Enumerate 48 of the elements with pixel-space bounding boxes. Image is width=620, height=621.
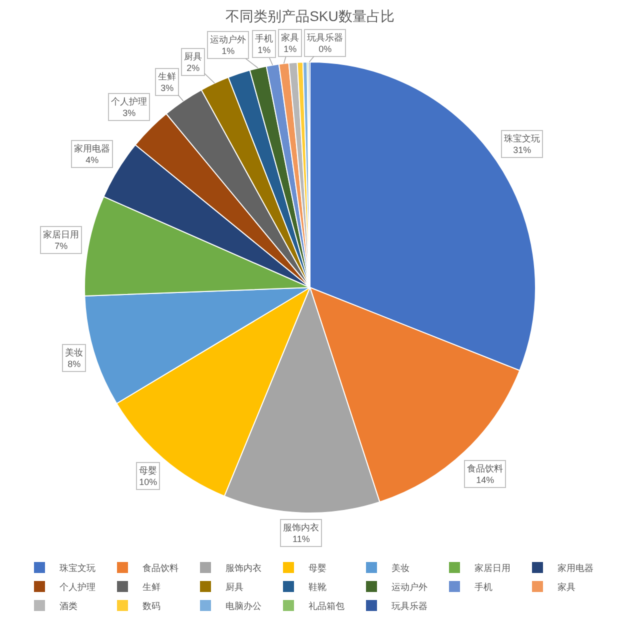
slice-label: 食品饮料 — [467, 463, 504, 474]
legend-label: 服饰内衣 — [226, 563, 262, 574]
legend-label: 家用电器 — [558, 563, 594, 574]
legend-label: 手机 — [474, 582, 492, 592]
slice-label: 家居日用 — [43, 229, 80, 240]
legend-label: 家居日用 — [474, 563, 510, 574]
legend-label: 电脑办公 — [226, 601, 262, 612]
legend-label: 个人护理 — [60, 582, 96, 592]
slice-label: 服饰内衣 — [283, 522, 320, 532]
data-label: 1% — [258, 45, 271, 56]
legend-label: 运动户外 — [392, 582, 428, 592]
data-label: 0% — [318, 44, 332, 54]
slice-label: 玩具乐器 — [307, 32, 344, 42]
data-label: 3% — [160, 83, 174, 94]
slice-label: 家具 — [281, 32, 300, 42]
data-label: 31% — [513, 145, 532, 156]
legend-label: 母婴 — [308, 563, 326, 574]
data-label: 11% — [292, 534, 310, 544]
legend-label: 玩具乐器 — [392, 601, 428, 612]
data-label: 8% — [68, 359, 81, 370]
legend-label: 珠宝文玩 — [60, 563, 96, 574]
data-label: 14% — [476, 475, 494, 486]
data-label: 2% — [186, 63, 200, 74]
slice-label: 运动户外 — [210, 34, 246, 44]
slice-label: 厨具 — [184, 51, 202, 62]
chart-title: 不同类别产品SKU数量占比 — [226, 8, 394, 24]
slice-label: 母婴 — [139, 465, 158, 476]
legend-label: 食品饮料 — [142, 563, 178, 574]
legend-label: 鞋靴 — [308, 582, 326, 592]
slice-label: 珠宝文玩 — [504, 133, 540, 144]
slice-label: 个人护理 — [111, 96, 148, 106]
slice-label: 美妆 — [65, 347, 84, 358]
data-label: 10% — [139, 477, 158, 488]
legend-label: 家具 — [558, 582, 576, 592]
legend-label: 礼品箱包 — [308, 601, 344, 612]
legend-label: 美妆 — [392, 563, 410, 574]
data-label: 3% — [122, 108, 136, 118]
slice-label: 生鲜 — [158, 71, 176, 82]
legend-label: 数码 — [142, 601, 160, 612]
legend-label: 生鲜 — [142, 582, 160, 592]
slice-label: 家用电器 — [74, 143, 110, 154]
legend-label: 酒类 — [60, 601, 78, 612]
data-label: 1% — [284, 44, 297, 54]
slice-label: 手机 — [255, 33, 274, 44]
data-label: 4% — [86, 155, 99, 166]
data-label: 1% — [222, 46, 235, 56]
data-label: 7% — [54, 241, 68, 252]
legend-label: 厨具 — [226, 582, 244, 592]
